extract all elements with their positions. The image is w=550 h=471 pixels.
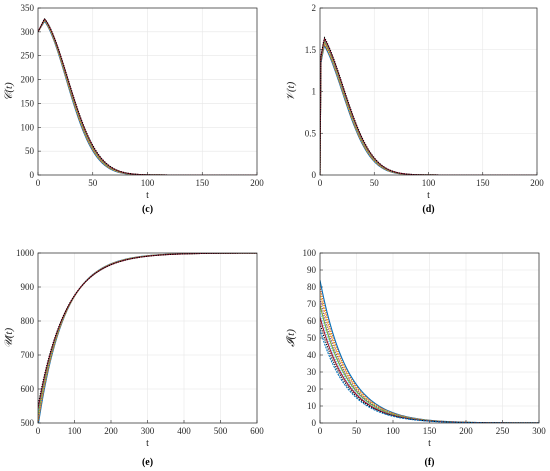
y-tick-label: 1 [312, 87, 317, 97]
x-tick-label: 50 [88, 178, 98, 188]
y-tick-label: 40 [307, 350, 317, 360]
x-tick-label: 100 [68, 426, 82, 436]
x-tick-label: 50 [352, 426, 362, 436]
y-axis-label: 𝒰(t) [3, 328, 15, 349]
y-tick-label: 600 [21, 384, 35, 394]
y-tick-label: 0 [312, 418, 317, 428]
y-axis-label: 𝒞(t) [3, 82, 15, 101]
y-tick-label: 60 [307, 316, 317, 326]
y-tick-label: 20 [307, 384, 317, 394]
y-tick-label: 150 [21, 98, 35, 108]
x-axis-label: t [146, 438, 149, 449]
x-axis-label: t [428, 438, 431, 449]
y-tick-label: 70 [307, 299, 317, 309]
x-tick-label: 600 [250, 426, 264, 436]
x-tick-label: 250 [496, 426, 510, 436]
x-tick-label: 150 [476, 178, 490, 188]
panel-caption: (f) [425, 457, 435, 468]
x-tick-label: 150 [196, 178, 210, 188]
axes-frame [37, 7, 258, 176]
x-tick-label: 400 [177, 426, 191, 436]
axes-frame [319, 252, 540, 424]
y-tick-label: 50 [307, 333, 317, 343]
panel-caption: (d) [422, 204, 434, 215]
y-tick-label: 200 [21, 75, 35, 85]
x-tick-label: 150 [423, 426, 437, 436]
x-tick-label: 100 [141, 178, 155, 188]
x-tick-label: 200 [459, 426, 473, 436]
y-tick-label: 0 [30, 170, 35, 180]
x-tick-label: 0 [318, 178, 323, 188]
y-tick-label: 900 [21, 282, 35, 292]
x-tick-label: 300 [141, 426, 155, 436]
y-tick-label: 100 [303, 248, 317, 258]
y-tick-label: 2 [312, 3, 317, 13]
y-tick-label: 0.5 [305, 128, 317, 138]
x-tick-label: 0 [36, 178, 41, 188]
y-tick-label: 100 [21, 122, 35, 132]
y-tick-label: 1.5 [305, 45, 317, 55]
y-tick-label: 90 [307, 265, 317, 275]
x-tick-label: 200 [104, 426, 118, 436]
y-tick-label: 30 [307, 367, 317, 377]
y-tick-label: 250 [21, 51, 35, 61]
y-tick-label: 800 [21, 316, 35, 326]
x-tick-label: 200 [250, 178, 264, 188]
axes-frame [37, 252, 258, 424]
panel-d: 0 50 100 150 200 0 0.5 1 1.5 2 t 𝒱(t) (d) [285, 3, 544, 215]
y-axis-label: 𝓘(t) [285, 329, 297, 347]
x-tick-label: 100 [422, 178, 436, 188]
x-tick-label: 100 [386, 426, 400, 436]
y-tick-label: 50 [25, 146, 35, 156]
y-tick-label: 1000 [16, 248, 35, 258]
x-tick-label: 50 [370, 178, 380, 188]
x-tick-label: 0 [36, 426, 41, 436]
y-tick-label: 0 [312, 170, 317, 180]
y-tick-label: 80 [307, 282, 317, 292]
panel-f: 0 50 100 150 200 250 300 0 10 20 30 40 50 60 70 80 90 100… [285, 248, 546, 468]
y-tick-label: 10 [307, 401, 317, 411]
x-tick-label: 500 [214, 426, 228, 436]
x-tick-label: 300 [532, 426, 546, 436]
series-line [320, 41, 537, 175]
panel-c: 0 50 100 150 200 0 50 100 150 200 250 300 350 t 𝒞(t) (c… [3, 3, 264, 215]
y-tick-label: 300 [21, 27, 35, 37]
x-axis-label: t [427, 190, 430, 201]
x-axis-label: t [146, 190, 149, 201]
panel-e: 0 100 200 300 400 500 600 500 600 700 800 900 1000 t 𝒰… [3, 248, 264, 468]
y-tick-label: 700 [21, 350, 35, 360]
panel-caption: (e) [142, 457, 153, 468]
y-axis-label: 𝒱(t) [285, 81, 297, 101]
y-tick-label: 500 [21, 418, 35, 428]
x-tick-label: 0 [318, 426, 323, 436]
axes-frame [319, 7, 538, 176]
y-tick-label: 350 [21, 3, 35, 13]
panel-caption: (c) [142, 204, 153, 215]
x-tick-label: 200 [530, 178, 544, 188]
